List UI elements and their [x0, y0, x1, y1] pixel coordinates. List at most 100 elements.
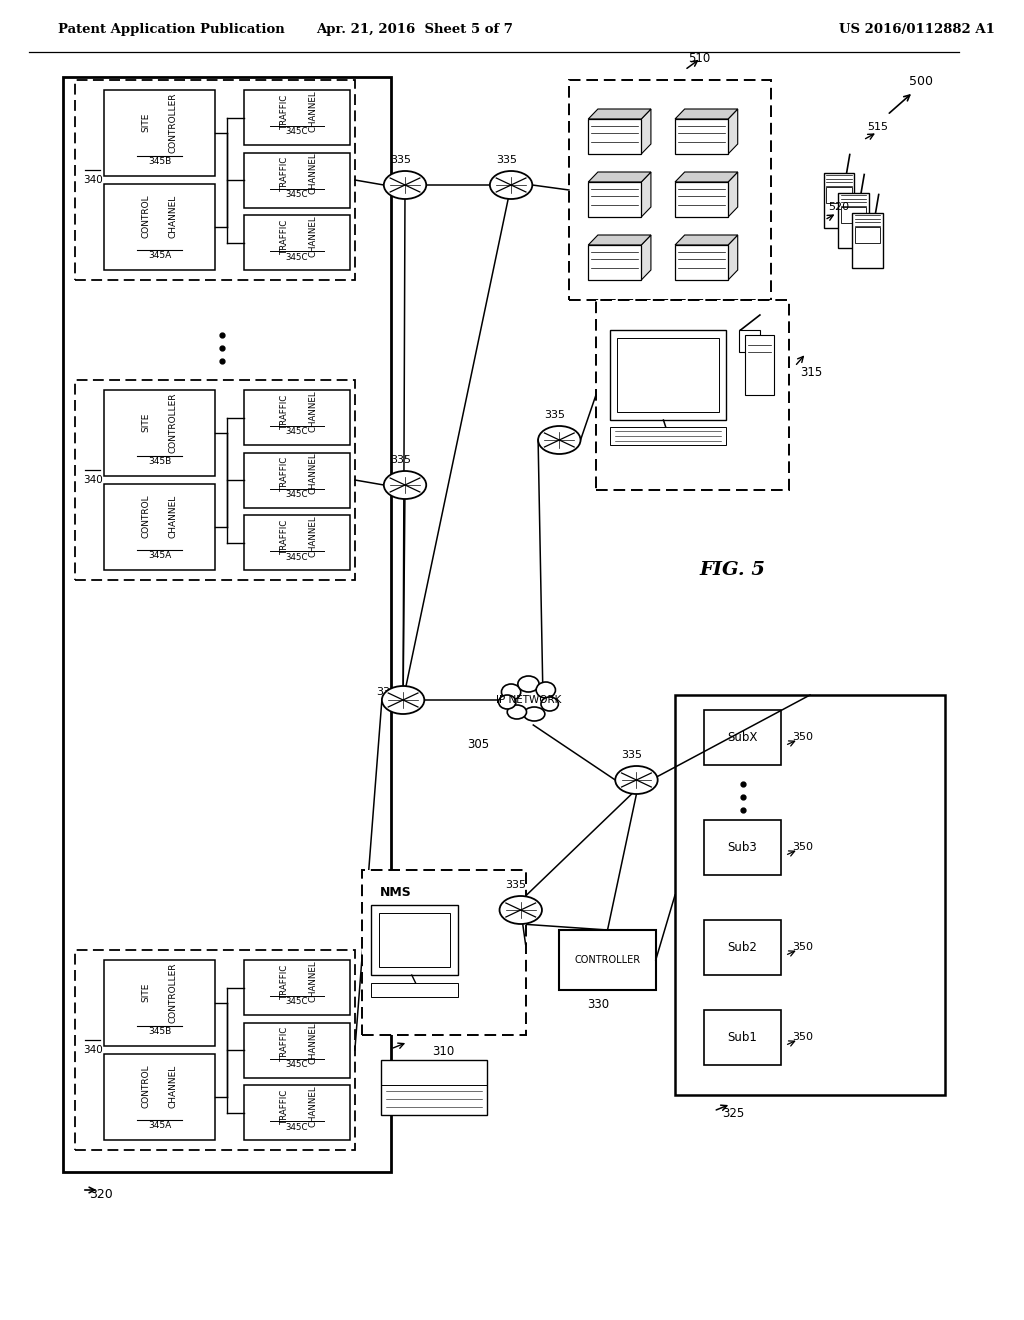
- Text: 315: 315: [801, 366, 822, 379]
- Text: 500: 500: [909, 75, 933, 88]
- Bar: [588, 119, 641, 154]
- Bar: [745, 335, 774, 395]
- Text: CONTROLLER: CONTROLLER: [168, 392, 177, 453]
- Text: CHANNEL: CHANNEL: [308, 153, 317, 194]
- Text: 310: 310: [432, 1045, 455, 1059]
- Text: 330: 330: [587, 998, 609, 1011]
- Text: CHANNEL: CHANNEL: [168, 495, 177, 539]
- Bar: [675, 119, 728, 154]
- Ellipse shape: [384, 471, 426, 499]
- Text: 345C: 345C: [286, 998, 308, 1006]
- Text: TRAFFIC: TRAFFIC: [280, 156, 289, 191]
- Text: SubX: SubX: [727, 731, 758, 744]
- Polygon shape: [728, 110, 737, 154]
- Text: CHANNEL: CHANNEL: [168, 1065, 177, 1109]
- Text: CONTROLLER: CONTROLLER: [168, 92, 177, 153]
- Text: TRAFFIC: TRAFFIC: [280, 393, 289, 429]
- Bar: [104, 183, 215, 271]
- Text: CONTROLLER: CONTROLLER: [168, 962, 177, 1023]
- Bar: [244, 453, 350, 507]
- Ellipse shape: [537, 682, 555, 698]
- Bar: [610, 426, 726, 445]
- Bar: [852, 213, 884, 268]
- Text: TRAFFIC: TRAFFIC: [280, 519, 289, 553]
- Text: NMS: NMS: [380, 886, 412, 899]
- Text: CONTROL: CONTROL: [141, 195, 151, 239]
- Text: 515: 515: [867, 121, 888, 132]
- Text: US 2016/0112882 A1: US 2016/0112882 A1: [839, 24, 995, 37]
- Polygon shape: [675, 110, 737, 119]
- Bar: [738, 330, 760, 352]
- Text: 350: 350: [792, 1032, 813, 1043]
- Text: SITE: SITE: [141, 114, 151, 132]
- Bar: [703, 820, 781, 875]
- Bar: [372, 983, 458, 997]
- Text: 350: 350: [792, 733, 813, 742]
- Text: 345C: 345C: [286, 490, 308, 499]
- Text: TRAFFIC: TRAFFIC: [280, 964, 289, 998]
- Text: 340: 340: [83, 176, 102, 185]
- Ellipse shape: [384, 172, 426, 199]
- Bar: [381, 1060, 487, 1115]
- Text: 345A: 345A: [148, 552, 171, 561]
- Text: CHANNEL: CHANNEL: [168, 195, 177, 239]
- Text: 335: 335: [622, 750, 642, 760]
- Text: 340: 340: [83, 1045, 102, 1055]
- Text: 335: 335: [390, 154, 411, 165]
- Text: 335: 335: [390, 455, 411, 465]
- Text: TRAFFIC: TRAFFIC: [280, 1026, 289, 1061]
- Text: CHANNEL: CHANNEL: [308, 453, 317, 494]
- Text: 345C: 345C: [286, 252, 308, 261]
- Text: 345C: 345C: [286, 553, 308, 561]
- Bar: [244, 215, 350, 271]
- Bar: [675, 246, 728, 280]
- Text: 335: 335: [506, 880, 526, 890]
- Bar: [588, 246, 641, 280]
- Text: Sub2: Sub2: [728, 941, 758, 954]
- Text: SITE: SITE: [141, 983, 151, 1002]
- Bar: [610, 330, 726, 420]
- Bar: [244, 960, 350, 1015]
- Ellipse shape: [507, 705, 526, 719]
- Text: Apr. 21, 2016  Sheet 5 of 7: Apr. 21, 2016 Sheet 5 of 7: [316, 24, 513, 37]
- Bar: [372, 906, 458, 975]
- Text: CHANNEL: CHANNEL: [308, 215, 317, 256]
- Text: IP NETWORK: IP NETWORK: [496, 696, 561, 705]
- Polygon shape: [728, 235, 737, 280]
- Bar: [104, 484, 215, 570]
- Bar: [569, 81, 771, 300]
- Bar: [588, 182, 641, 216]
- Text: 345C: 345C: [286, 190, 308, 199]
- Polygon shape: [641, 172, 651, 216]
- Ellipse shape: [541, 697, 558, 711]
- Bar: [244, 389, 350, 445]
- Bar: [838, 193, 868, 248]
- Polygon shape: [675, 172, 737, 182]
- Ellipse shape: [538, 426, 581, 454]
- Text: 345A: 345A: [148, 1122, 171, 1130]
- Text: CHANNEL: CHANNEL: [308, 960, 317, 1002]
- Text: CHANNEL: CHANNEL: [308, 515, 317, 557]
- Text: SITE: SITE: [141, 413, 151, 433]
- Text: 345C: 345C: [286, 128, 308, 136]
- Ellipse shape: [382, 686, 424, 714]
- Bar: [244, 153, 350, 207]
- Bar: [244, 90, 350, 145]
- Polygon shape: [641, 235, 651, 280]
- Polygon shape: [728, 172, 737, 216]
- Bar: [823, 173, 854, 227]
- Bar: [104, 389, 215, 477]
- Ellipse shape: [523, 708, 545, 721]
- Text: 345C: 345C: [286, 1060, 308, 1069]
- Bar: [75, 950, 355, 1150]
- Bar: [244, 1085, 350, 1140]
- Bar: [75, 81, 355, 280]
- Bar: [75, 380, 355, 579]
- Text: TRAFFIC: TRAFFIC: [280, 94, 289, 128]
- Bar: [244, 515, 350, 570]
- Bar: [62, 77, 390, 1172]
- Text: 350: 350: [792, 842, 813, 853]
- Bar: [379, 913, 451, 968]
- Bar: [675, 696, 945, 1096]
- Ellipse shape: [489, 172, 532, 199]
